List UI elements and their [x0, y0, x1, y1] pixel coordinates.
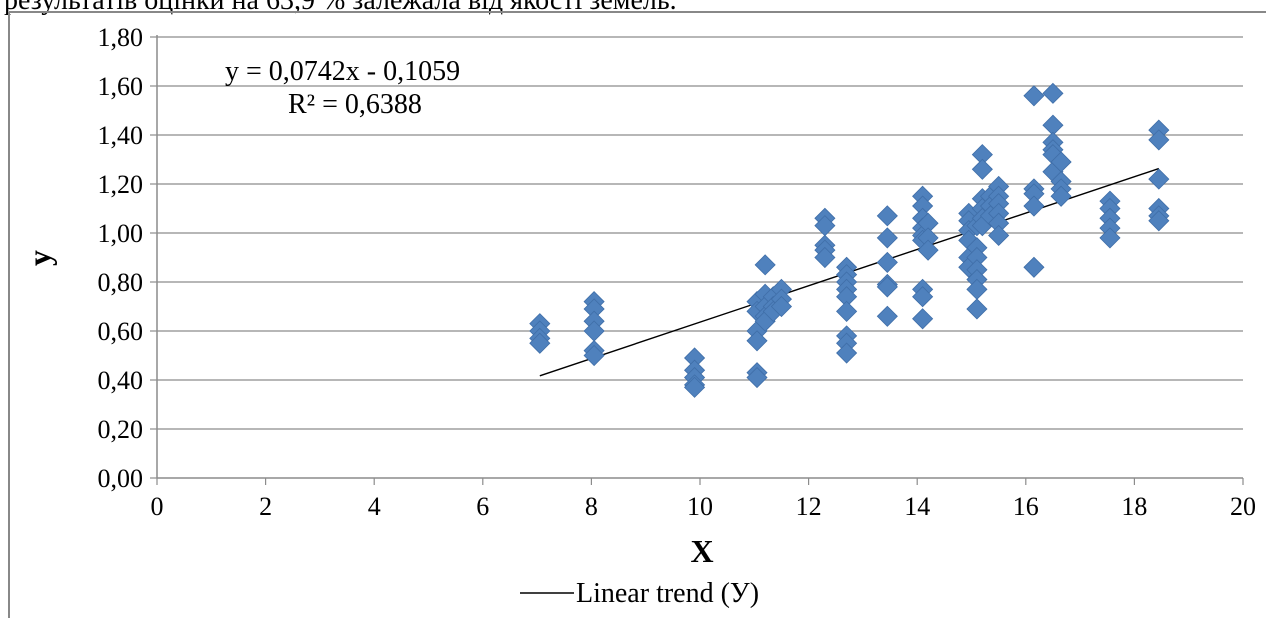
y-tick-label: 1,60	[98, 72, 144, 101]
data-point	[876, 227, 898, 249]
x-tick-label: 2	[259, 492, 272, 521]
data-point	[966, 298, 988, 320]
r-squared-label: R² = 0,6388	[288, 89, 422, 120]
y-axis-title: y	[21, 250, 57, 266]
x-tick-label: 0	[151, 492, 164, 521]
y-tick-label: 0,00	[98, 464, 144, 493]
data-point	[1148, 168, 1170, 190]
y-tick-label: 0,80	[98, 268, 144, 297]
x-tick-label: 16	[1013, 492, 1039, 521]
x-tick-label: 14	[904, 492, 930, 521]
y-tick-label: 0,40	[98, 366, 144, 395]
data-point	[1148, 210, 1170, 232]
y-tick-labels: 0,00 0,20 0,40 0,60 0,80 1,00 1,20 1,40 1,60 1,80	[98, 23, 144, 493]
x-tick-labels: 0 2 4 6 8 10 12 14 16 18 20	[151, 492, 1257, 521]
data-point	[1023, 195, 1045, 217]
x-tick-label: 8	[585, 492, 598, 521]
data-point	[684, 376, 706, 398]
data-point	[770, 295, 793, 318]
data-points	[529, 82, 1170, 398]
data-point	[876, 205, 898, 227]
y-tick-label: 0,60	[98, 317, 144, 346]
trend-equation: y = 0,0742x - 0,1059	[225, 56, 460, 87]
data-point	[1050, 185, 1072, 207]
x-tick-label: 10	[687, 492, 713, 521]
y-tick-label: 1,80	[98, 23, 144, 52]
gridlines	[157, 36, 1243, 430]
data-point	[529, 332, 551, 354]
data-point	[836, 300, 858, 322]
y-tick-label: 1,20	[98, 170, 144, 199]
y-tick-label: 0,20	[98, 415, 144, 444]
data-point	[1023, 85, 1045, 107]
x-tick-label: 4	[368, 492, 381, 521]
legend-label: Linear trend (У)	[576, 578, 759, 609]
x-tick-label: 20	[1230, 492, 1256, 521]
x-axis-title: X	[690, 533, 713, 569]
y-tick-label: 1,00	[98, 219, 144, 248]
data-point	[814, 246, 836, 269]
x-tick-label: 12	[796, 492, 822, 521]
x-tick-label: 6	[476, 492, 489, 521]
data-point	[971, 158, 993, 180]
data-point	[988, 224, 1010, 247]
axes	[150, 35, 1244, 485]
y-tick-label: 1,40	[98, 121, 144, 150]
data-point	[917, 239, 939, 261]
x-tick-label: 18	[1121, 492, 1147, 521]
data-point	[1042, 82, 1064, 104]
data-point	[746, 366, 768, 389]
data-point	[1099, 227, 1121, 249]
top-paragraph-text: результатів оцінки на 63,9 % залежала ві…	[4, 0, 677, 16]
legend: Linear trend (У)	[520, 578, 759, 609]
data-point	[746, 330, 768, 352]
data-point	[876, 251, 898, 273]
data-point	[1023, 256, 1045, 278]
data-point	[912, 286, 934, 308]
data-point	[912, 308, 934, 330]
data-point	[1148, 129, 1170, 151]
data-point	[583, 344, 605, 367]
data-point	[836, 342, 858, 364]
data-point	[876, 305, 898, 327]
data-point	[876, 276, 898, 298]
data-point	[754, 254, 776, 276]
